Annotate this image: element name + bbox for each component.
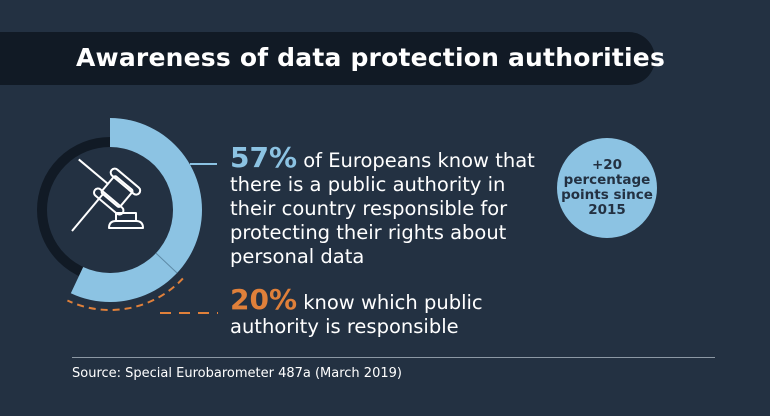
stat-20-text: know which public authority is responsib… [230,291,483,338]
stat-57: 57% of Europeans know that there is a pu… [230,144,550,269]
stat-20: 20% know which public authority is respo… [230,286,530,339]
donut-segment-20-dashed [66,277,184,311]
donut-segment-57 [70,118,202,302]
change-bubble-text: +20 percentage points since 2015 [561,157,653,218]
donut-chart [37,118,218,314]
stat-57-value: 57% [230,141,298,174]
stat-20-value: 20% [230,283,298,316]
gavel-icon [71,158,144,232]
segment-divider [155,252,178,274]
divider [72,357,715,358]
page-title: Awareness of data protection authorities [76,43,666,72]
title-banner: Awareness of data protection authorities [0,32,665,85]
source-note: Source: Special Eurobarometer 487a (Marc… [72,366,402,381]
change-bubble: +20 percentage points since 2015 [557,138,657,238]
stat-57-text: of Europeans know that there is a public… [230,149,535,268]
